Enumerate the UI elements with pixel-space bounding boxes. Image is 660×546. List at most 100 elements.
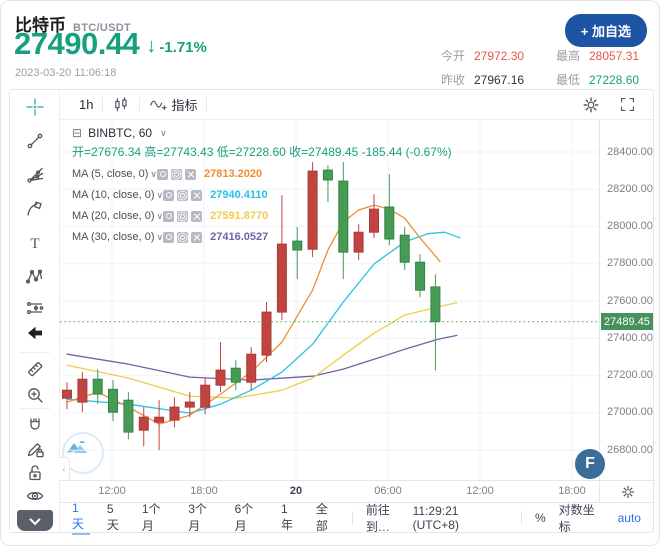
ma-remove-icon[interactable] xyxy=(191,210,203,222)
back-arrow-tool[interactable] xyxy=(22,320,48,346)
time-tick-label: 06:00 xyxy=(374,485,402,497)
drawing-tools-sidebar: T xyxy=(10,90,60,532)
add-watchlist-button[interactable]: + 加自选 xyxy=(564,14,647,47)
chart-plot[interactable]: ⊟ BINBTC, 60 ∨ 开=27676.34 高=27743.43 低=2… xyxy=(60,120,599,480)
stat-label: 最高 xyxy=(555,49,580,63)
ma-label: MA (5, close, 0) xyxy=(72,168,149,180)
quote-stats: 今开 27972.30 昨收 27967.16 最高 28057.31 最低 27228.60 xyxy=(441,47,647,88)
magnet-tool[interactable] xyxy=(22,412,48,438)
ma-settings-icon[interactable] xyxy=(177,231,189,243)
ruler-tool[interactable] xyxy=(22,356,48,382)
chevron-down-icon[interactable]: ∨ xyxy=(156,189,164,200)
chevron-down-icon[interactable]: ∨ xyxy=(156,231,164,242)
price-axis[interactable]: 28400.00 28200.00 28000.00 27800.00 27600.00… xyxy=(599,120,655,480)
range-button-全部[interactable]: 全部 xyxy=(315,502,328,533)
clock[interactable]: 11:29:21 (UTC+8) xyxy=(412,503,459,532)
toolbar-divider xyxy=(206,97,208,112)
range-button-6个月[interactable]: 6个月 xyxy=(234,502,254,533)
coin-name: 比特币 xyxy=(15,16,66,35)
indicators-button[interactable]: 指标 xyxy=(140,90,206,119)
auto-scale-button[interactable]: auto xyxy=(617,510,641,525)
ma-value: 27591.8770 xyxy=(210,210,269,222)
lock-all-tool[interactable] xyxy=(22,460,48,486)
forecast-tool[interactable] xyxy=(22,295,48,321)
chevron-down-icon[interactable]: ∨ xyxy=(156,210,164,221)
sidebar-collapse-handle[interactable]: ‹ xyxy=(59,457,70,481)
ma-settings-icon[interactable] xyxy=(171,168,183,180)
ma-legend-row: MA (30, close, 0) ∨ 27416.0527 xyxy=(72,230,452,244)
sidebar-divider xyxy=(20,352,50,353)
legend-ohlc: 开=27676.34 高=27743.43 低=27228.60 收=27489… xyxy=(72,145,452,159)
price-tick-label: 26800.00 xyxy=(607,443,653,456)
range-selector: 1天 5天 1个月 3个月 6个月 1年 全部 xyxy=(72,500,339,535)
interval-selector[interactable]: 1h xyxy=(70,90,102,119)
xabcd-pattern-tool[interactable] xyxy=(22,264,48,290)
stat-value: 27228.60 xyxy=(589,72,640,87)
magnet-icon xyxy=(30,418,40,430)
price-tick-label: 27200.00 xyxy=(607,369,653,382)
range-button-1个月[interactable]: 1个月 xyxy=(141,502,161,533)
last-price: 27490.44 xyxy=(14,26,140,61)
last-price-axis-badge: 27489.45 xyxy=(601,313,653,331)
ma-remove-icon[interactable] xyxy=(185,168,197,180)
ma-settings-icon[interactable] xyxy=(177,189,189,201)
ma-visibility-icon[interactable] xyxy=(163,189,175,201)
ma-visibility-icon[interactable] xyxy=(157,168,169,180)
time-axis[interactable]: 12:00 18:00 20 06:00 12:00 18:00 xyxy=(60,480,599,502)
candlestick-icon xyxy=(115,96,128,111)
range-button-1天[interactable]: 1天 xyxy=(72,501,90,535)
indicators-label: 指标 xyxy=(171,98,198,113)
bottom-bar-divider xyxy=(351,510,353,525)
ma-legend-row: MA (10, close, 0) ∨ 27940.4110 xyxy=(72,188,452,202)
stat-row: 昨收 27967.16 xyxy=(441,71,532,88)
f-brand-logo: F xyxy=(575,449,605,479)
trend-line-tool[interactable] xyxy=(22,128,48,154)
percent-scale-button[interactable]: % xyxy=(535,510,546,525)
range-button-5天[interactable]: 5天 xyxy=(106,501,119,532)
price-tick-label: 27400.00 xyxy=(607,331,653,344)
drawing-lock-tool[interactable] xyxy=(22,436,48,462)
ma-remove-icon[interactable] xyxy=(191,231,203,243)
range-button-1年[interactable]: 1年 xyxy=(280,501,293,532)
chevron-down-icon[interactable]: ∨ xyxy=(160,127,167,138)
ma-value: 27813.2020 xyxy=(204,168,263,180)
ma-settings-icon[interactable] xyxy=(177,210,189,222)
chevron-down-icon[interactable]: ∨ xyxy=(150,168,158,179)
ma-value: 27416.0527 xyxy=(210,231,269,243)
eye-icon xyxy=(26,492,44,500)
legend-collapse-icon[interactable]: ⊟ xyxy=(72,126,83,140)
gann-fan-tool[interactable] xyxy=(22,162,48,188)
axis-settings-button[interactable] xyxy=(599,480,655,502)
stat-value: 27972.30 xyxy=(473,48,525,63)
chart-settings-button[interactable] xyxy=(581,95,601,115)
price-row: 27490.44 ↓ -1.71% xyxy=(14,26,207,62)
ma-label: MA (30, close, 0) xyxy=(72,231,155,243)
ma-visibility-icon[interactable] xyxy=(163,231,175,243)
crosshair-tool[interactable] xyxy=(22,94,48,120)
hide-drawings-tool[interactable] xyxy=(22,483,48,509)
sidebar-more-button[interactable] xyxy=(17,510,53,531)
chart-bottom-bar: 1天 5天 1个月 3个月 6个月 1年 全部 前往到… 11:29:21 (UTC+8) … xyxy=(60,500,653,535)
zoom-in-tool[interactable] xyxy=(22,382,48,408)
chart-style-button[interactable] xyxy=(103,90,139,119)
ma-legend-row: MA (20, close, 0) ∨ 27591.8770 xyxy=(72,209,452,223)
forecast-icon xyxy=(26,301,44,315)
ma-remove-icon[interactable] xyxy=(191,189,203,201)
brush-tool[interactable] xyxy=(22,196,48,222)
stat-value: 28057.31 xyxy=(589,48,640,63)
log-scale-button[interactable]: 对数坐标 xyxy=(558,502,595,534)
chart-legend: ⊟ BINBTC, 60 ∨ 开=27676.34 高=27743.43 低=2… xyxy=(72,126,452,244)
ma-visibility-icon[interactable] xyxy=(163,210,175,222)
chevron-down-icon xyxy=(29,513,41,525)
ma-legend-row: MA (5, close, 0) ∨ 27813.2020 xyxy=(72,167,452,181)
down-arrow-icon: ↓ xyxy=(146,34,157,57)
toolbar-divider xyxy=(102,97,104,112)
text-tool[interactable]: T xyxy=(22,230,48,256)
time-tick-label: 18:00 xyxy=(558,485,586,497)
sidebar-divider xyxy=(20,408,50,409)
goto-date-button[interactable]: 前往到… xyxy=(365,502,390,534)
text-icon: T xyxy=(30,236,39,252)
fullscreen-button[interactable] xyxy=(617,95,637,115)
range-button-3个月[interactable]: 3个月 xyxy=(188,502,207,533)
price-tick-label: 27600.00 xyxy=(607,294,653,307)
